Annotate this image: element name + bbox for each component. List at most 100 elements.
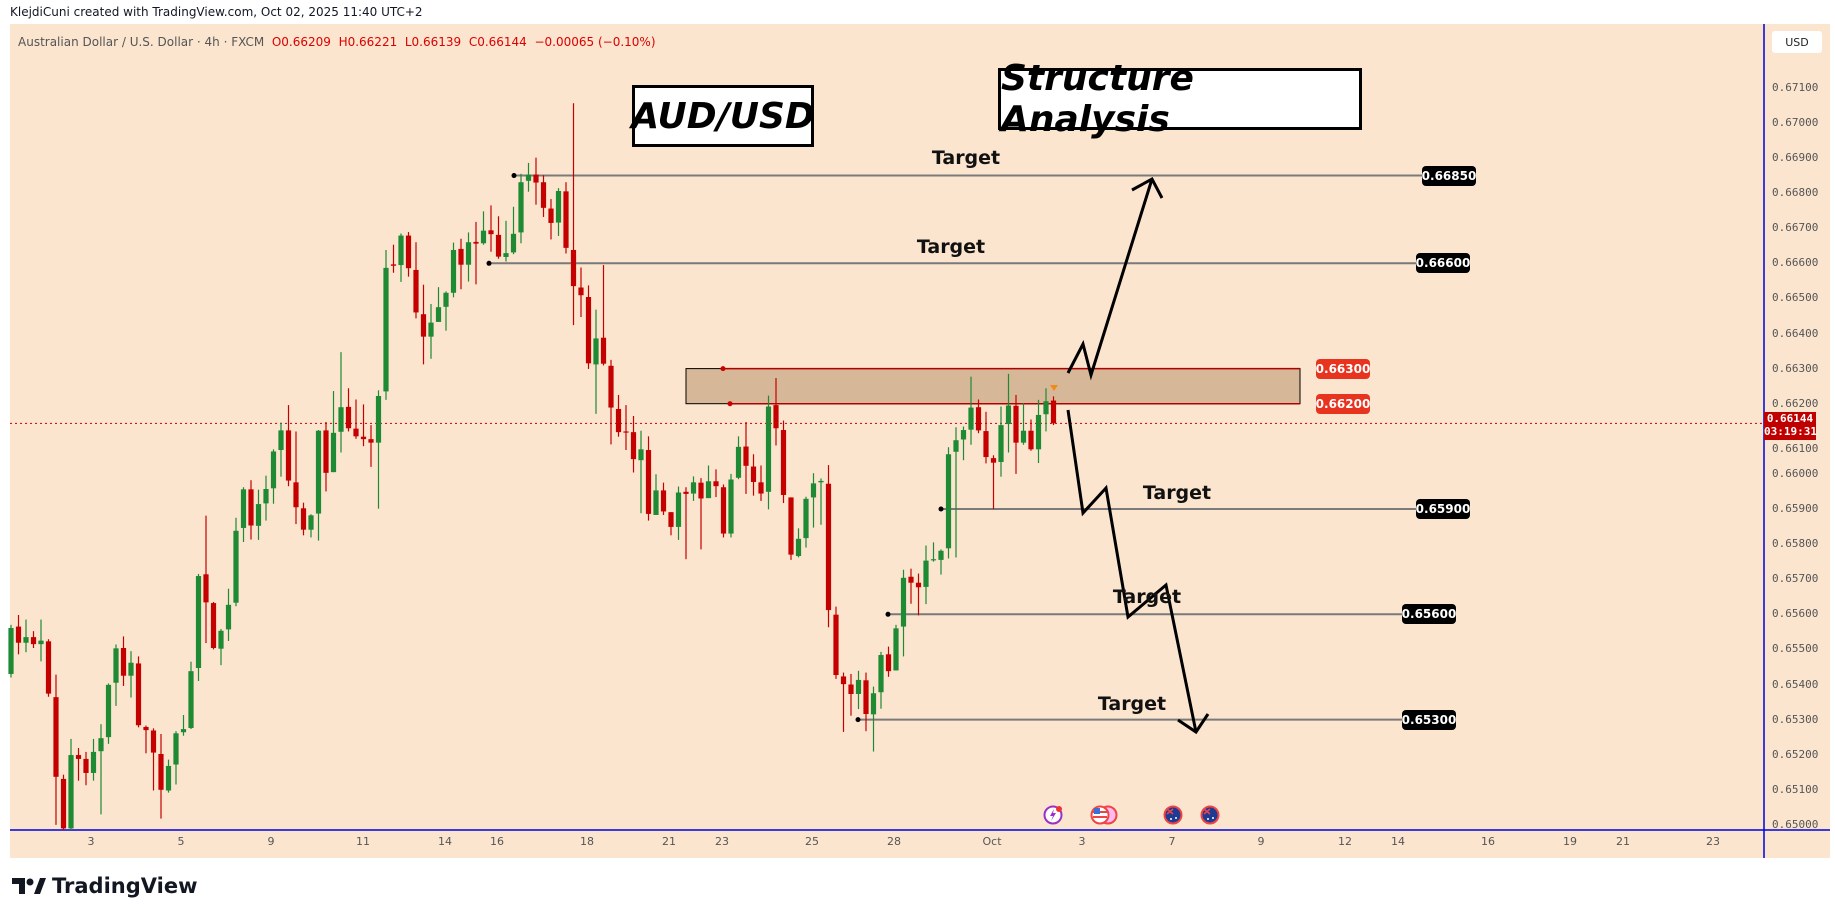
candle [218, 629, 224, 666]
lightning-icon[interactable] [1043, 805, 1063, 825]
price-tick-label: 0.65800 [1772, 537, 1819, 551]
australia-flag-icon[interactable] [1200, 805, 1220, 825]
tradingview-brand: TradingView [52, 874, 198, 898]
target-label: Target [1142, 482, 1212, 504]
candle-body [788, 497, 794, 555]
candle [480, 211, 487, 245]
candle [158, 733, 164, 819]
price-tick-label: 0.66200 [1772, 396, 1819, 410]
candle [8, 624, 14, 678]
ohlc-high: H0.66221 [338, 35, 398, 49]
candle [375, 390, 382, 509]
currency-selector[interactable]: USD [1772, 31, 1822, 53]
zone-anchor-handle [727, 401, 733, 407]
candle [728, 473, 734, 538]
time-tick-label: 25 [805, 835, 819, 848]
symbol-name[interactable]: Australian Dollar / U.S. Dollar · 4h · F… [18, 35, 265, 49]
candle-body [623, 431, 629, 433]
candle [495, 216, 502, 259]
target-price-label: 0.66600 [1416, 253, 1470, 274]
candle-body [458, 248, 464, 265]
candle-body [90, 751, 97, 773]
candle [420, 284, 427, 365]
candle [975, 399, 982, 434]
price-tick-label: 0.65200 [1772, 747, 1819, 761]
candle [1028, 419, 1034, 451]
candle [293, 431, 299, 525]
candle-body [308, 515, 314, 530]
target-line-anchor [885, 611, 891, 617]
current-price-value: 0.66144 [1766, 412, 1814, 425]
candle-body [585, 296, 592, 364]
candle-body [533, 174, 539, 183]
candle-body [165, 765, 172, 791]
candle-body [210, 603, 217, 648]
australia-flag-icon[interactable] [1163, 805, 1183, 825]
candle-body [720, 487, 727, 534]
price-tick-label: 0.66800 [1772, 186, 1819, 200]
candle [840, 672, 847, 732]
candle-body [600, 337, 607, 364]
candle-body [488, 230, 494, 235]
title-symbol-text: AUD/USD [631, 95, 815, 137]
candle [128, 651, 134, 698]
price-tick-label: 0.66300 [1772, 361, 1819, 375]
candle-body [908, 576, 914, 583]
candle [315, 430, 322, 541]
candle [630, 415, 637, 473]
candle [1013, 394, 1019, 474]
bearish-path-arrow [1066, 409, 1198, 733]
candle [188, 661, 194, 730]
attribution-text: KlejdiCuni created with TradingView.com,… [10, 5, 423, 19]
candle-body [315, 430, 322, 514]
candle [780, 420, 787, 504]
candle-body [360, 436, 367, 440]
candle-body [278, 430, 284, 451]
price-tick-label: 0.65500 [1772, 642, 1819, 656]
candle-body [735, 446, 742, 478]
candle [390, 244, 397, 273]
title-box-analysis[interactable]: Structure Analysis [998, 58, 1362, 140]
candle-body [495, 234, 502, 257]
candle [255, 489, 262, 540]
candle [713, 469, 719, 498]
candle-body [53, 697, 59, 777]
tradingview-logo[interactable]: TradingView [12, 874, 197, 898]
candle [758, 465, 764, 501]
candle [368, 425, 374, 467]
candle [938, 549, 944, 575]
candle [1035, 399, 1042, 464]
candle-body [113, 648, 119, 683]
alert-marker-icon [1050, 385, 1058, 391]
target-label: Target [1097, 693, 1167, 715]
ohlc-low: L0.66139 [404, 35, 462, 49]
time-tick-label: 23 [715, 835, 729, 848]
candle [593, 309, 599, 414]
us-flag-icon[interactable] [1090, 805, 1118, 825]
candle [653, 474, 659, 515]
candle-body [540, 182, 547, 208]
candle [750, 454, 757, 496]
price-tick-label: 0.66000 [1772, 466, 1819, 480]
candle [923, 545, 929, 605]
candle [105, 683, 112, 744]
candle [570, 103, 577, 326]
candle [608, 359, 614, 445]
candle-body [893, 628, 899, 671]
candle-body [1028, 430, 1034, 450]
candle-body [180, 729, 187, 733]
candle-body [435, 307, 442, 322]
candle-body [675, 492, 682, 527]
candle [240, 487, 247, 542]
price-tick-label: 0.66600 [1772, 256, 1819, 270]
candle-body [795, 538, 802, 557]
candle [645, 436, 652, 521]
time-tick-label: 18 [580, 835, 594, 848]
candle [555, 188, 562, 236]
candle-body [638, 449, 644, 461]
candle [698, 478, 704, 550]
candle [488, 205, 494, 252]
title-box-symbol[interactable]: AUD/USD [631, 85, 815, 147]
price-tick-label: 0.65700 [1772, 572, 1819, 586]
